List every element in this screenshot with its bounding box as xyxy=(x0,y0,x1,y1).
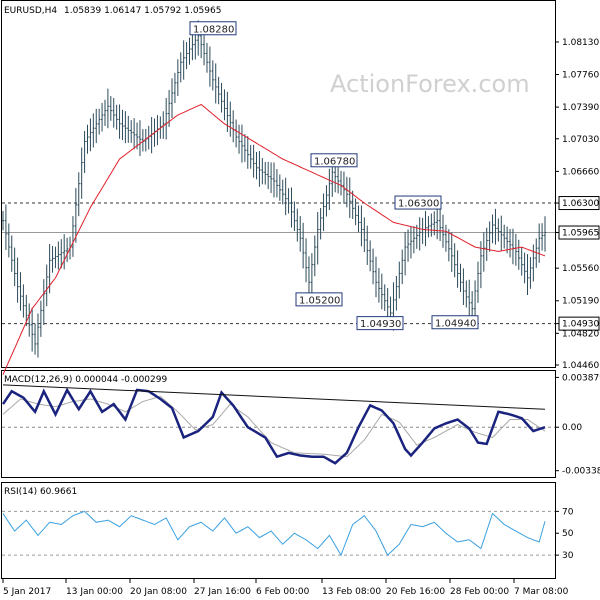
annotation-label: 1.06300 xyxy=(398,199,439,210)
annotation-1.06300: 1.06300 xyxy=(394,195,442,210)
annotation-1.04930: 1.04930 xyxy=(356,316,404,331)
annotation-1.08280: 1.08280 xyxy=(189,21,237,36)
rsi-line xyxy=(2,510,546,557)
annotation-box xyxy=(394,195,442,210)
rsi-header: RSI(14) 60.9661 xyxy=(4,487,77,497)
price-tick-label: 1.04930 xyxy=(562,320,599,330)
price-tick-label: 1.05965 xyxy=(562,229,599,239)
rsi-levels xyxy=(2,510,555,556)
annotation-box xyxy=(310,153,358,168)
annotation-label: 1.04930 xyxy=(360,319,401,330)
macd-trendline xyxy=(2,384,546,410)
annotation-1.04940: 1.04940 xyxy=(431,315,479,330)
x-tick-label: 5 Jan 2017 xyxy=(3,587,51,597)
price-tick-label: 1.05190 xyxy=(562,297,599,307)
price-marker-box xyxy=(558,225,600,240)
price-tick-label: 1.04460 xyxy=(562,361,599,371)
price-panel xyxy=(1,0,556,368)
annotation-label: 1.04940 xyxy=(435,318,476,329)
rsi-tick-label: 70 xyxy=(562,507,574,517)
x-tick-label: 6 Feb 00:00 xyxy=(256,587,310,597)
macd-header: MACD(12,26,9) 0.000044 -0.000299 xyxy=(4,375,167,385)
x-tick-label: 7 Mar 08:00 xyxy=(514,587,569,597)
x-tick-label: 27 Jan 16:00 xyxy=(194,587,251,597)
price-header-symbol: EURUSD,H4 xyxy=(4,6,57,16)
price-marker-box xyxy=(558,196,600,211)
time-x-axis: 5 Jan 2017 13 Jan 00:00 20 Jan 08:00 27 Jan… xyxy=(2,579,569,597)
annotation-label: 1.08280 xyxy=(193,24,234,35)
price-reference-lines xyxy=(2,202,555,325)
rsi-panel xyxy=(1,482,556,579)
moving-average-line xyxy=(2,103,546,375)
price-bars xyxy=(1,20,547,358)
price-marker-box xyxy=(558,316,600,331)
annotation-label: 1.06780 xyxy=(314,156,355,167)
rsi-tick-label: 50 xyxy=(562,529,574,539)
macd-panel xyxy=(1,370,556,478)
x-tick-label: 13 Jan 00:00 xyxy=(66,587,123,597)
price-tick-label: 1.05560 xyxy=(562,264,599,274)
x-tick-label: 13 Feb 08:00 xyxy=(322,587,381,597)
price-tick-label: 1.07760 xyxy=(562,71,599,81)
price-tick-label: 1.06660 xyxy=(562,167,599,177)
x-tick-label: 20 Feb 16:00 xyxy=(386,587,445,597)
price-tick-label: 1.08130 xyxy=(562,38,599,48)
annotation-1.06780: 1.06780 xyxy=(310,153,358,168)
price-y-axis: 1.08130 1.07760 1.07390 1.07030 1.06660 1.063… xyxy=(555,38,600,371)
watermark: ActionForex.com xyxy=(330,70,530,98)
annotation-box xyxy=(431,315,479,330)
x-tick-label: 20 Jan 08:00 xyxy=(130,587,187,597)
macd-tick-label: 0.00 xyxy=(562,423,582,433)
macd-line xyxy=(1,387,546,465)
macd-tick-label: 0.003879 xyxy=(562,373,600,383)
x-tick-label: 28 Feb 00:00 xyxy=(450,587,509,597)
price-tick-label: 1.04820 xyxy=(562,329,599,339)
annotation-box xyxy=(356,316,404,331)
annotation-label: 1.05200 xyxy=(299,295,340,306)
price-header-quote: 1.05839 1.06147 1.05792 1.05965 xyxy=(64,6,221,16)
price-tick-label: 1.07030 xyxy=(562,135,599,145)
price-tick-label: 1.06300 xyxy=(562,199,599,209)
rsi-tick-label: 30 xyxy=(562,551,574,561)
annotation-box xyxy=(189,21,237,36)
annotation-1.05200: 1.05200 xyxy=(295,292,343,307)
price-annotations: 1.08280 1.06780 1.06300 1.05200 1.04930 1.049… xyxy=(189,21,479,331)
macd-signal-line xyxy=(2,395,546,458)
price-tick-label: 1.07390 xyxy=(562,103,599,113)
annotation-box xyxy=(295,292,343,307)
rsi-y-axis: 70 50 30 xyxy=(555,507,574,561)
